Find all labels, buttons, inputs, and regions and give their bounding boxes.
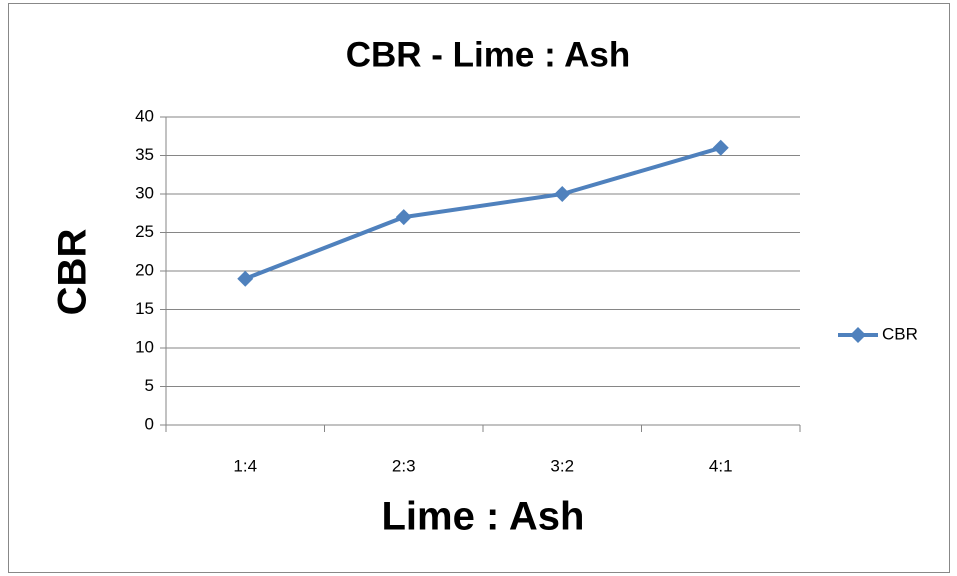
point <box>395 209 412 226</box>
legend-marker <box>850 327 866 343</box>
series-line <box>244 145 722 281</box>
y-tick-label: 20 <box>135 260 154 279</box>
point <box>237 270 254 287</box>
y-tick-label: 10 <box>135 337 154 356</box>
x-tick-label: 1:4 <box>233 456 257 475</box>
y-axis-label: CBR <box>51 229 95 316</box>
chart-title: CBR - Lime : Ash <box>346 35 631 74</box>
point <box>554 186 571 202</box>
y-tick-label: 30 <box>135 183 154 202</box>
y-tick-label: 0 <box>145 414 154 433</box>
x-tick-label: 3:2 <box>550 456 574 475</box>
x-axis-label: Lime : Ash <box>382 495 585 539</box>
x-tick-label: 2:3 <box>392 456 416 475</box>
chart-border <box>8 3 950 573</box>
y-tick-label: 25 <box>135 222 154 241</box>
point <box>712 139 729 156</box>
y-tick-label: 40 <box>135 106 154 125</box>
x-tick-label: 4:1 <box>709 456 733 475</box>
y-tick-label: 35 <box>135 145 154 164</box>
y-tick-label: 5 <box>145 376 154 395</box>
y-tick-label: 15 <box>135 299 154 318</box>
legend-label: CBR <box>882 324 918 343</box>
